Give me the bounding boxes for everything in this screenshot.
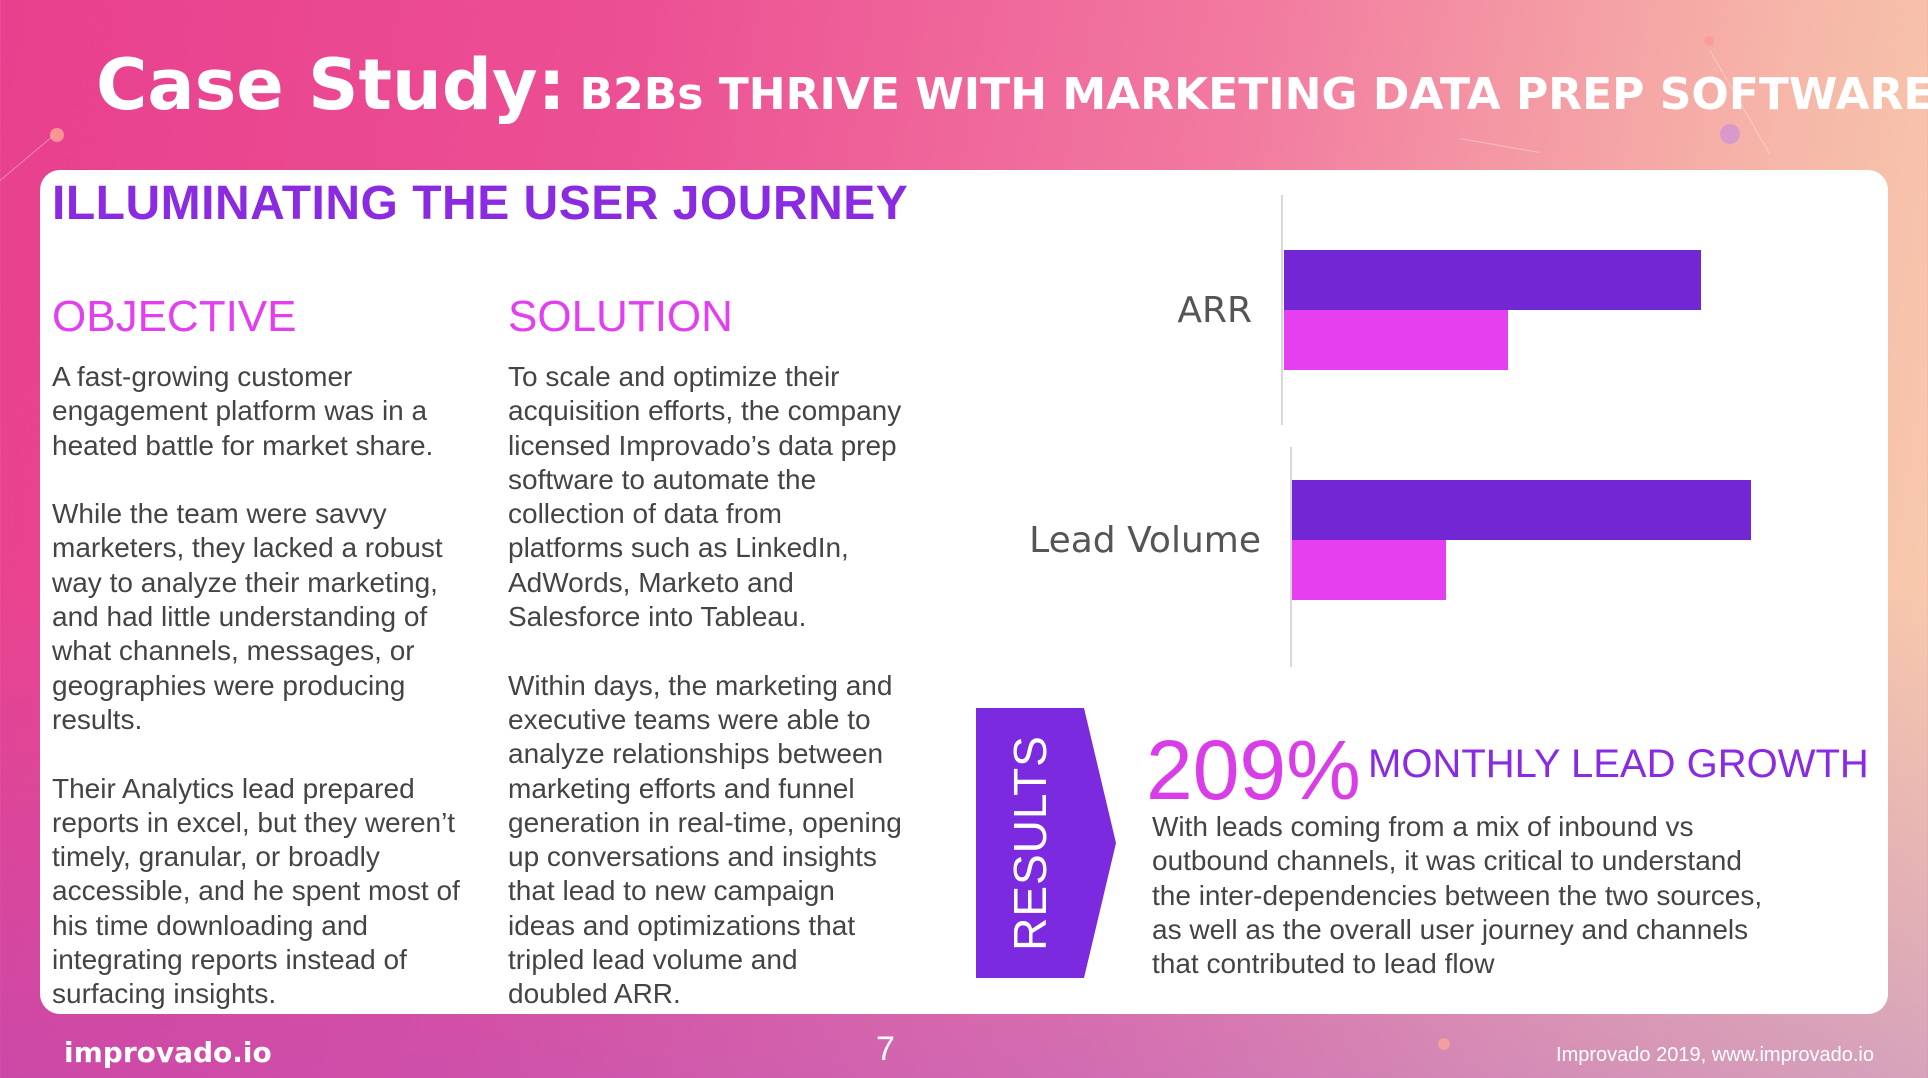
decor-dot <box>50 128 64 142</box>
slide-title: Case Study: B2Bs THRIVE WITH MARKETING DA… <box>96 44 1928 126</box>
solution-title: SOLUTION <box>508 292 733 341</box>
chart-bar <box>1292 540 1446 600</box>
chart-bar <box>1284 310 1508 370</box>
bar-chart: ARR Lead Volume <box>1029 195 1751 667</box>
footer-copyright: Improvado 2019, www.improvado.io <box>1556 1044 1874 1066</box>
improvado-logo: improvado.io <box>64 1036 272 1069</box>
decor-dot <box>1720 124 1740 144</box>
growth-percent: 209% <box>1146 723 1361 817</box>
content-card <box>40 170 1888 1014</box>
chart-category-label: Lead Volume <box>1029 520 1261 561</box>
results-label: RESULTS <box>976 708 1084 978</box>
decor-dot <box>1438 1038 1450 1050</box>
results-tab <box>976 708 1116 978</box>
results-label-text: RESULTS <box>1004 735 1057 951</box>
objective-text: A fast-growing customer engagement platf… <box>52 361 460 1010</box>
chart-bar <box>1284 250 1701 310</box>
page-number: 7 <box>876 1030 895 1068</box>
title-subtitle: B2Bs THRIVE WITH MARKETING DATA PREP SOF… <box>579 69 1928 120</box>
title-main: Case Study: <box>96 44 566 126</box>
chart-category-label: ARR <box>1177 290 1252 331</box>
objective-title: OBJECTIVE <box>52 292 297 341</box>
growth-label: MONTHLY LEAD GROWTH <box>1368 742 1869 786</box>
decor-dot <box>1704 36 1714 46</box>
section-heading: ILLUMINATING THE USER JOURNEY <box>52 177 909 230</box>
chart-bar <box>1292 480 1751 540</box>
solution-text: To scale and optimize their acquisition … <box>508 361 902 1010</box>
results-text: With leads coming from a mix of inbound … <box>1152 811 1763 980</box>
